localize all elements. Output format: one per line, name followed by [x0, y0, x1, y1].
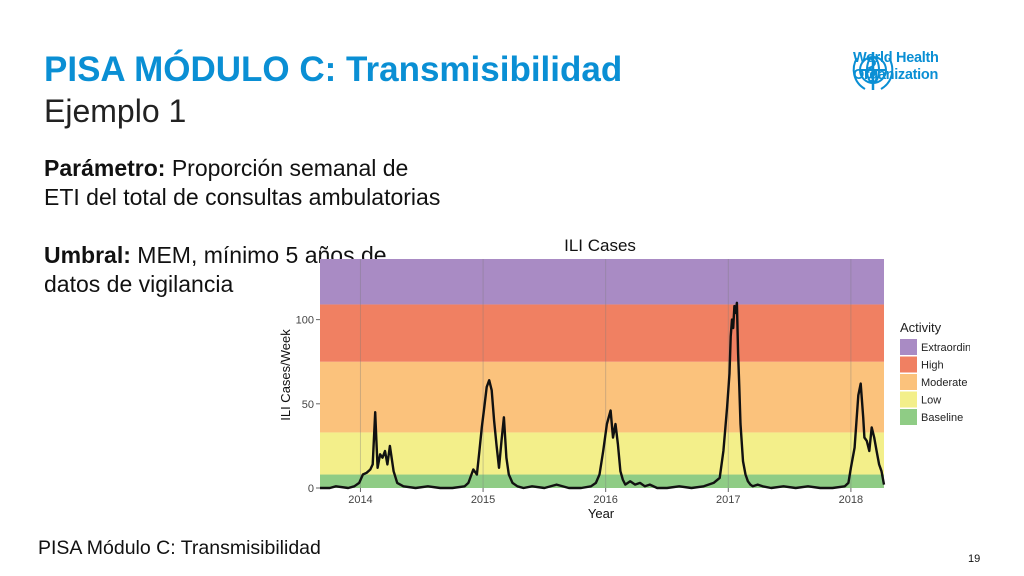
parameter-label: Parámetro:	[44, 155, 166, 181]
who-logo-line1: World Health	[853, 50, 939, 66]
x-tick-label: 2016	[593, 494, 617, 506]
who-logo-line2: Organization	[853, 67, 939, 83]
who-emblem-icon	[852, 52, 894, 90]
legend-swatch-low	[900, 391, 917, 408]
x-axis-title: Year	[588, 506, 615, 521]
band-high	[320, 304, 884, 362]
description: Parámetro: Proporción semanal de ETI del…	[44, 154, 444, 299]
ili-chart: ILI Cases 2014 2015 2016 2017 2018 0 50 100 ILI…	[278, 236, 970, 521]
footer-text: PISA Módulo C: Transmisibilidad	[38, 537, 321, 559]
band-baseline	[320, 474, 884, 488]
x-tick-label: 2015	[471, 494, 495, 506]
page-number: 19	[968, 553, 981, 565]
slide-subtitle: Ejemplo 1	[44, 93, 187, 129]
x-tick-label: 2018	[839, 494, 863, 506]
y-tick-label: 0	[308, 483, 314, 495]
x-tick-label: 2014	[348, 494, 372, 506]
legend-swatch-high	[900, 356, 917, 373]
legend-swatch-baseline	[900, 409, 917, 425]
legend-label-extraordinary: Extraordinary	[921, 342, 970, 354]
band-extraordinary	[320, 259, 884, 305]
threshold-label: Umbral:	[44, 242, 131, 268]
legend-label-baseline: Baseline	[921, 412, 963, 424]
threshold-paragraph: Umbral: MEM, mínimo 5 años de datos de v…	[44, 241, 444, 299]
who-logo-text: World Health Organization	[853, 50, 939, 84]
y-tick-label: 50	[302, 399, 314, 411]
series-line	[320, 301, 886, 490]
y-tick-label: 100	[296, 315, 314, 327]
legend-label-moderate: Moderate	[921, 377, 967, 389]
legend-label-high: High	[921, 360, 944, 372]
legend-swatch-moderate	[900, 374, 917, 390]
legend: Activity Extraordinary High Moderate Low Bas…	[900, 320, 970, 425]
legend-title: Activity	[900, 320, 942, 335]
plot-area: 2014 2015 2016 2017 2018 0 50 100	[296, 259, 886, 506]
slide-title: PISA MÓDULO C: Transmisibilidad	[44, 50, 623, 89]
x-tick-label: 2017	[716, 494, 740, 506]
band-moderate	[320, 361, 884, 433]
parameter-text: Proporción semanal de ETI del total de c…	[44, 155, 441, 210]
parameter-paragraph: Parámetro: Proporción semanal de ETI del…	[44, 154, 444, 212]
chart-title: ILI Cases	[564, 236, 636, 255]
legend-label-low: Low	[921, 395, 941, 407]
legend-swatch-extraordinary	[900, 339, 917, 355]
y-axis-title: ILI Cases/Week	[278, 329, 293, 421]
